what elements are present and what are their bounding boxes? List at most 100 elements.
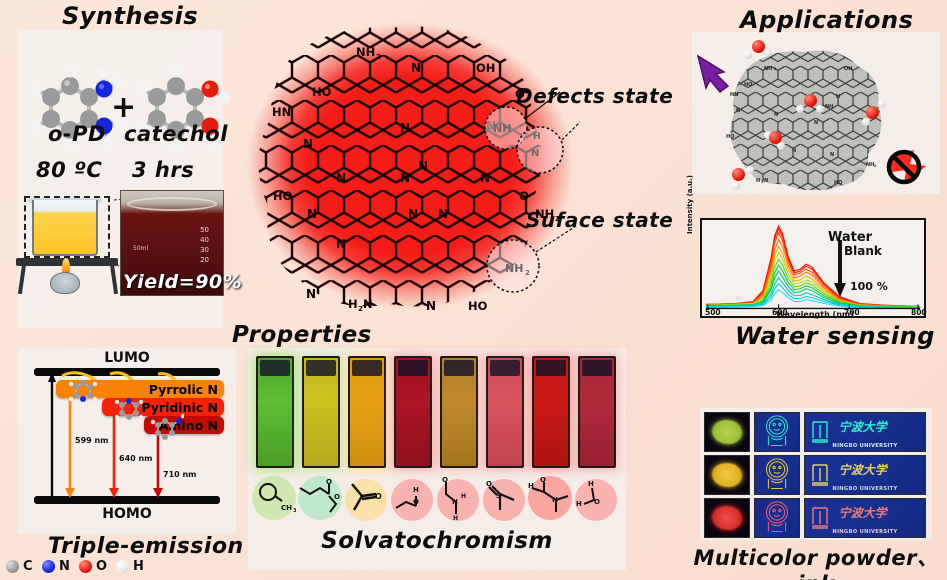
logo-english-text: NINGBO UNIVERSITY: [832, 529, 898, 535]
nitrogen-label: N: [59, 559, 70, 574]
blank-annotation: Blank: [844, 244, 882, 258]
lumo-label: LUMO: [104, 350, 150, 366]
yield-label: Yield=90%: [123, 271, 243, 293]
beaker-volume-label: 50ml: [133, 245, 149, 252]
properties-panel: LUMO HOMO Pyrrolic N Pyridinic N Amino N: [18, 348, 236, 534]
tick-40: 40: [200, 236, 209, 244]
formamide-structure-icon: O N H H: [437, 476, 479, 522]
water-annotation: Water: [828, 230, 873, 245]
no-emission-prohibition-icon: [886, 149, 926, 185]
hydrogen-swatch: [116, 560, 129, 573]
x-axis-label: Wavelength (nm): [776, 310, 854, 319]
properties-title: Properties: [232, 322, 372, 348]
powder-photo-green: [704, 412, 750, 452]
cuvette-ethanol: [394, 356, 432, 468]
university-emblem-icon: [812, 464, 828, 486]
svg-text:HO: HO: [312, 85, 332, 99]
hydrogen-atom: [764, 131, 772, 139]
hydrogen-atom: [862, 118, 870, 126]
water-molecule-icon: [860, 100, 886, 126]
svg-text:N: N: [480, 171, 490, 185]
svg-text:O: O: [413, 498, 419, 506]
product-beaker-photo: 50 40 30 20 50ml Yield=90%: [120, 190, 243, 296]
logo-chinese-text: 宁波大学: [838, 463, 887, 478]
synthesis-molecules: +: [18, 64, 230, 160]
hydrogen-atom: [796, 105, 804, 113]
svg-text:O: O: [486, 480, 492, 488]
ethyl-acetate-structure-icon: O O: [298, 476, 342, 520]
pyridinic-molecule-icon: [114, 398, 144, 424]
university-logo-red: 宁波大学 NINGBO UNIVERSITY: [804, 498, 926, 538]
carbon-label: C: [23, 559, 33, 574]
svg-text:CH: CH: [281, 504, 292, 512]
svg-text:H: H: [756, 178, 760, 184]
solvatochromism-panel: CH 3 O O O H O O N H H: [248, 348, 626, 570]
time-label: 3 hrs: [132, 158, 195, 182]
x-tick-500: 500: [705, 308, 721, 317]
svg-text:N: N: [764, 178, 768, 184]
emission-710-label: 710 nm: [163, 470, 197, 479]
atom-legend: C N O H: [4, 559, 174, 577]
beaker-rim: [127, 197, 217, 211]
lion-ink-yellow: [754, 455, 800, 495]
svg-text:O: O: [540, 476, 546, 484]
cuvette-cap: [306, 360, 336, 376]
svg-text:N: N: [792, 148, 796, 154]
tick-30: 30: [200, 246, 209, 254]
svg-text:HO: HO: [726, 134, 734, 140]
synthesis-title: Synthesis: [62, 2, 199, 30]
svg-text:H: H: [461, 493, 466, 500]
powder-photo-yellow: [704, 455, 750, 495]
svg-text:NH: NH: [493, 122, 511, 135]
cuvette-dmf: [532, 356, 570, 468]
svg-text:N: N: [426, 299, 436, 313]
nitrogen-swatch: [42, 560, 55, 573]
svg-text:2: 2: [774, 67, 777, 71]
svg-text:NH: NH: [825, 104, 833, 110]
svg-text:N: N: [814, 120, 818, 126]
cuvette-toluene: [256, 356, 294, 468]
svg-text:N: N: [830, 152, 834, 158]
svg-text:N: N: [774, 112, 778, 118]
flame-icon: [62, 258, 70, 276]
university-emblem-icon: [812, 421, 828, 443]
state-label-amino: Amino N: [158, 418, 218, 433]
svg-text:2: 2: [555, 215, 560, 223]
cuvette-acetone: [348, 356, 386, 468]
svg-text:HN: HN: [272, 105, 291, 119]
x-tick-800: 800: [911, 308, 927, 317]
graphene-lattice-icon: NN NN NN NN NN NN NN NH2 OH HO HN HO O O…: [258, 26, 580, 313]
svg-text:HO: HO: [468, 299, 488, 313]
svg-text:H: H: [453, 515, 458, 522]
dmf-structure-icon: O H N: [528, 476, 572, 520]
water-structure-icon: H O H: [575, 479, 617, 521]
o-pd-molecule-icon: [29, 64, 124, 152]
catechol-molecule-icon: [135, 64, 230, 152]
acetone-structure-icon: O: [345, 479, 387, 521]
svg-text:2: 2: [525, 269, 530, 277]
carbon-dot-structure-area: NN NN NN NN NN NN NN NH2 OH HO HN HO O O…: [226, 4, 686, 334]
surface-state-label: Suface state: [526, 208, 674, 232]
svg-text:HO: HO: [834, 180, 842, 186]
svg-text:N: N: [736, 108, 740, 114]
reactant-right-label: catechol: [124, 122, 228, 146]
dmso-structure-icon: O S: [483, 479, 525, 521]
multicolor-title: Multicolor powder、ink: [693, 546, 939, 580]
svg-text:N: N: [452, 498, 458, 506]
tick-50: 50: [200, 226, 209, 234]
hydrogen-label: H: [133, 559, 144, 574]
svg-text:O: O: [442, 476, 448, 484]
water-molecule-icon: [728, 166, 754, 190]
hydrogen-atom: [764, 49, 772, 57]
svg-text:HN: HN: [730, 92, 738, 98]
svg-text:H: H: [528, 482, 534, 490]
zoom-dashed-box: [24, 196, 110, 258]
svg-text:O: O: [594, 498, 600, 506]
university-logo-green: 宁波大学 NINGBO UNIVERSITY: [804, 412, 926, 452]
svg-text:OH: OH: [844, 66, 852, 72]
svg-text:H: H: [348, 297, 358, 311]
svg-text:N: N: [531, 148, 539, 159]
oxygen-atom: [732, 168, 745, 181]
